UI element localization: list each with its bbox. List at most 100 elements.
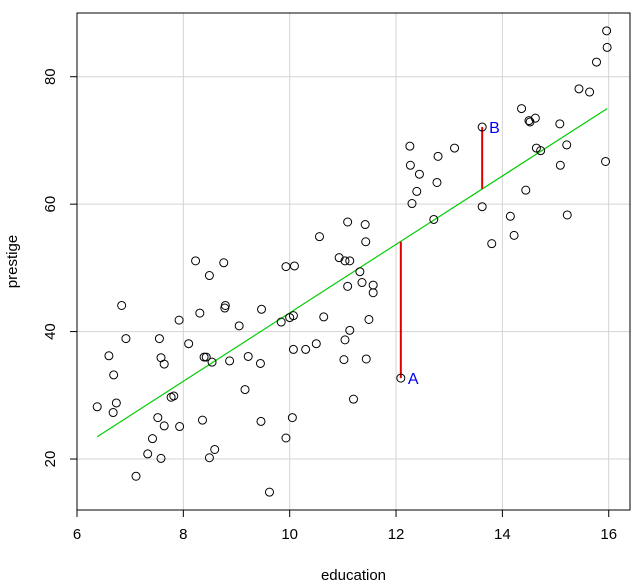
x-tick-label: 6 — [73, 526, 81, 543]
y-tick-label: 40 — [42, 323, 59, 340]
x-axis: 6 8 10 12 14 16 — [73, 510, 617, 543]
x-tick-label: 14 — [494, 526, 511, 543]
data-point — [154, 334, 164, 344]
y-tick-label: 20 — [42, 451, 59, 468]
data-point — [343, 217, 353, 227]
data-point — [355, 267, 365, 277]
data-point — [487, 239, 497, 249]
data-point — [131, 471, 141, 481]
data-point — [368, 288, 378, 298]
data-point — [109, 370, 119, 380]
y-tick-label: 60 — [42, 196, 59, 213]
data-point — [574, 84, 584, 94]
x-axis-title: education — [321, 567, 386, 584]
data-point — [521, 185, 531, 195]
data-point — [234, 321, 244, 331]
plot-frame — [76, 12, 631, 511]
data-point — [345, 256, 355, 266]
data-point — [184, 339, 194, 349]
data-point — [204, 271, 214, 281]
data-point — [412, 186, 422, 196]
x-tick-label: 8 — [179, 526, 187, 543]
data-point — [405, 160, 415, 170]
data-point — [319, 312, 329, 322]
data-point — [174, 315, 184, 325]
data-point — [257, 304, 267, 314]
data-point — [111, 398, 121, 408]
data-point — [368, 280, 378, 290]
data-point — [345, 325, 355, 335]
data-point — [505, 211, 515, 221]
data-point — [195, 308, 205, 318]
data-point — [287, 413, 297, 423]
data-point — [288, 344, 298, 354]
fit-line — [96, 108, 608, 438]
data-point — [602, 26, 612, 36]
y-axis: 20 40 60 80 — [42, 68, 77, 467]
data-point — [536, 146, 546, 156]
data-point — [108, 408, 118, 418]
data-point — [562, 210, 572, 220]
data-point — [592, 57, 602, 67]
data-point — [477, 202, 487, 212]
data-point — [339, 355, 349, 365]
data-point — [281, 433, 291, 443]
data-point — [602, 42, 612, 52]
data-point — [204, 453, 214, 463]
data-point — [343, 281, 353, 291]
data-points — [92, 26, 612, 497]
data-point — [148, 434, 158, 444]
data-point — [432, 177, 442, 187]
data-point — [153, 413, 163, 423]
data-point — [407, 199, 417, 209]
data-point — [201, 352, 211, 362]
data-point — [117, 300, 127, 310]
x-tick-label: 12 — [388, 526, 405, 543]
data-point — [199, 352, 209, 362]
data-point — [143, 449, 153, 459]
point-label-b: B — [489, 120, 500, 137]
data-point — [450, 143, 460, 153]
data-point — [429, 214, 439, 224]
data-point — [414, 169, 424, 179]
data-point — [555, 160, 565, 170]
data-point — [220, 300, 230, 310]
data-point — [311, 339, 321, 349]
data-point — [361, 237, 371, 247]
data-point — [364, 314, 374, 324]
data-point — [509, 230, 519, 240]
x-tick-label: 16 — [600, 526, 617, 543]
data-point — [517, 104, 527, 114]
y-tick-label: 80 — [42, 68, 59, 85]
data-point — [524, 116, 534, 126]
residual-segments — [399, 127, 484, 379]
data-point — [340, 256, 350, 266]
data-point — [360, 220, 370, 230]
data-point — [396, 373, 406, 383]
data-point — [191, 256, 201, 266]
data-point — [289, 261, 299, 271]
x-tick-label: 10 — [281, 526, 298, 543]
data-point — [243, 351, 253, 361]
data-point — [256, 416, 266, 426]
data-point — [340, 335, 350, 345]
data-point — [530, 113, 540, 123]
data-point — [207, 357, 217, 367]
data-point — [281, 262, 291, 272]
fit-line-group — [96, 108, 608, 438]
data-point — [169, 391, 179, 401]
data-point — [240, 385, 250, 395]
data-point — [225, 356, 235, 366]
y-axis-title: prestige — [4, 235, 21, 288]
data-point — [314, 232, 324, 242]
data-point — [405, 141, 415, 151]
data-point — [121, 334, 131, 344]
data-point — [585, 87, 595, 97]
grid — [76, 13, 630, 510]
data-point — [433, 151, 443, 161]
data-point — [197, 415, 207, 425]
data-point — [562, 140, 572, 150]
data-point — [601, 156, 611, 166]
data-point — [301, 344, 311, 354]
